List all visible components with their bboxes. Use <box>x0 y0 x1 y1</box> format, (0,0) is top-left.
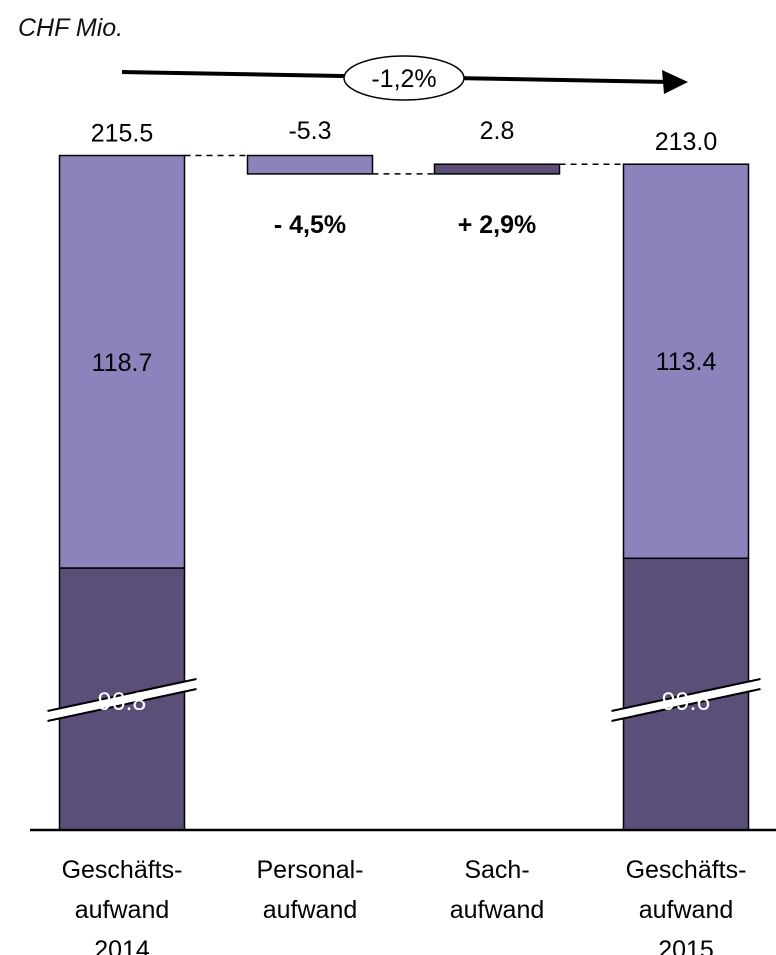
bar-segment-personalaufwand <box>622 163 750 560</box>
bar-segment-personalaufwand <box>58 154 186 569</box>
overall-change-label: -1,2% <box>371 65 436 93</box>
axis-break-line <box>611 688 761 722</box>
trend-arrow-head <box>662 70 688 94</box>
category-label: Geschäfts- <box>626 856 747 884</box>
segment-label-sach: 96.8 <box>98 688 147 716</box>
delta-change-label: + 2,9% <box>458 211 537 239</box>
unit-label: CHF Mio. <box>18 14 124 42</box>
total-label: 213.0 <box>655 128 718 156</box>
delta-value-label: -5.3 <box>288 117 331 145</box>
category-label: 2015 <box>658 936 714 955</box>
delta-change-label: - 4,5% <box>274 211 346 239</box>
category-label: Personal- <box>257 856 364 884</box>
category-label: aufwand <box>263 896 358 924</box>
segment-label-personal: 118.7 <box>92 349 153 377</box>
overall-change-badge <box>343 55 465 101</box>
segment-label-sach: 99.6 <box>662 688 711 716</box>
category-label: 2014 <box>94 936 150 955</box>
axis-break-gap <box>610 679 762 721</box>
segment-label-personal: 113.4 <box>656 348 717 376</box>
axis-break-line <box>47 688 197 722</box>
axis-break-line <box>611 678 761 712</box>
category-label: aufwand <box>450 896 545 924</box>
bar-delta <box>433 163 561 175</box>
axis-break-line <box>47 678 197 712</box>
total-label: 215.5 <box>91 120 154 148</box>
category-label: Sach- <box>464 856 529 884</box>
category-label: Geschäfts- <box>62 856 183 884</box>
category-label: aufwand <box>75 896 170 924</box>
bar-delta <box>246 154 374 175</box>
delta-value-label: 2.8 <box>480 117 515 145</box>
axis-break-gap <box>46 679 198 721</box>
category-label: aufwand <box>639 896 734 924</box>
